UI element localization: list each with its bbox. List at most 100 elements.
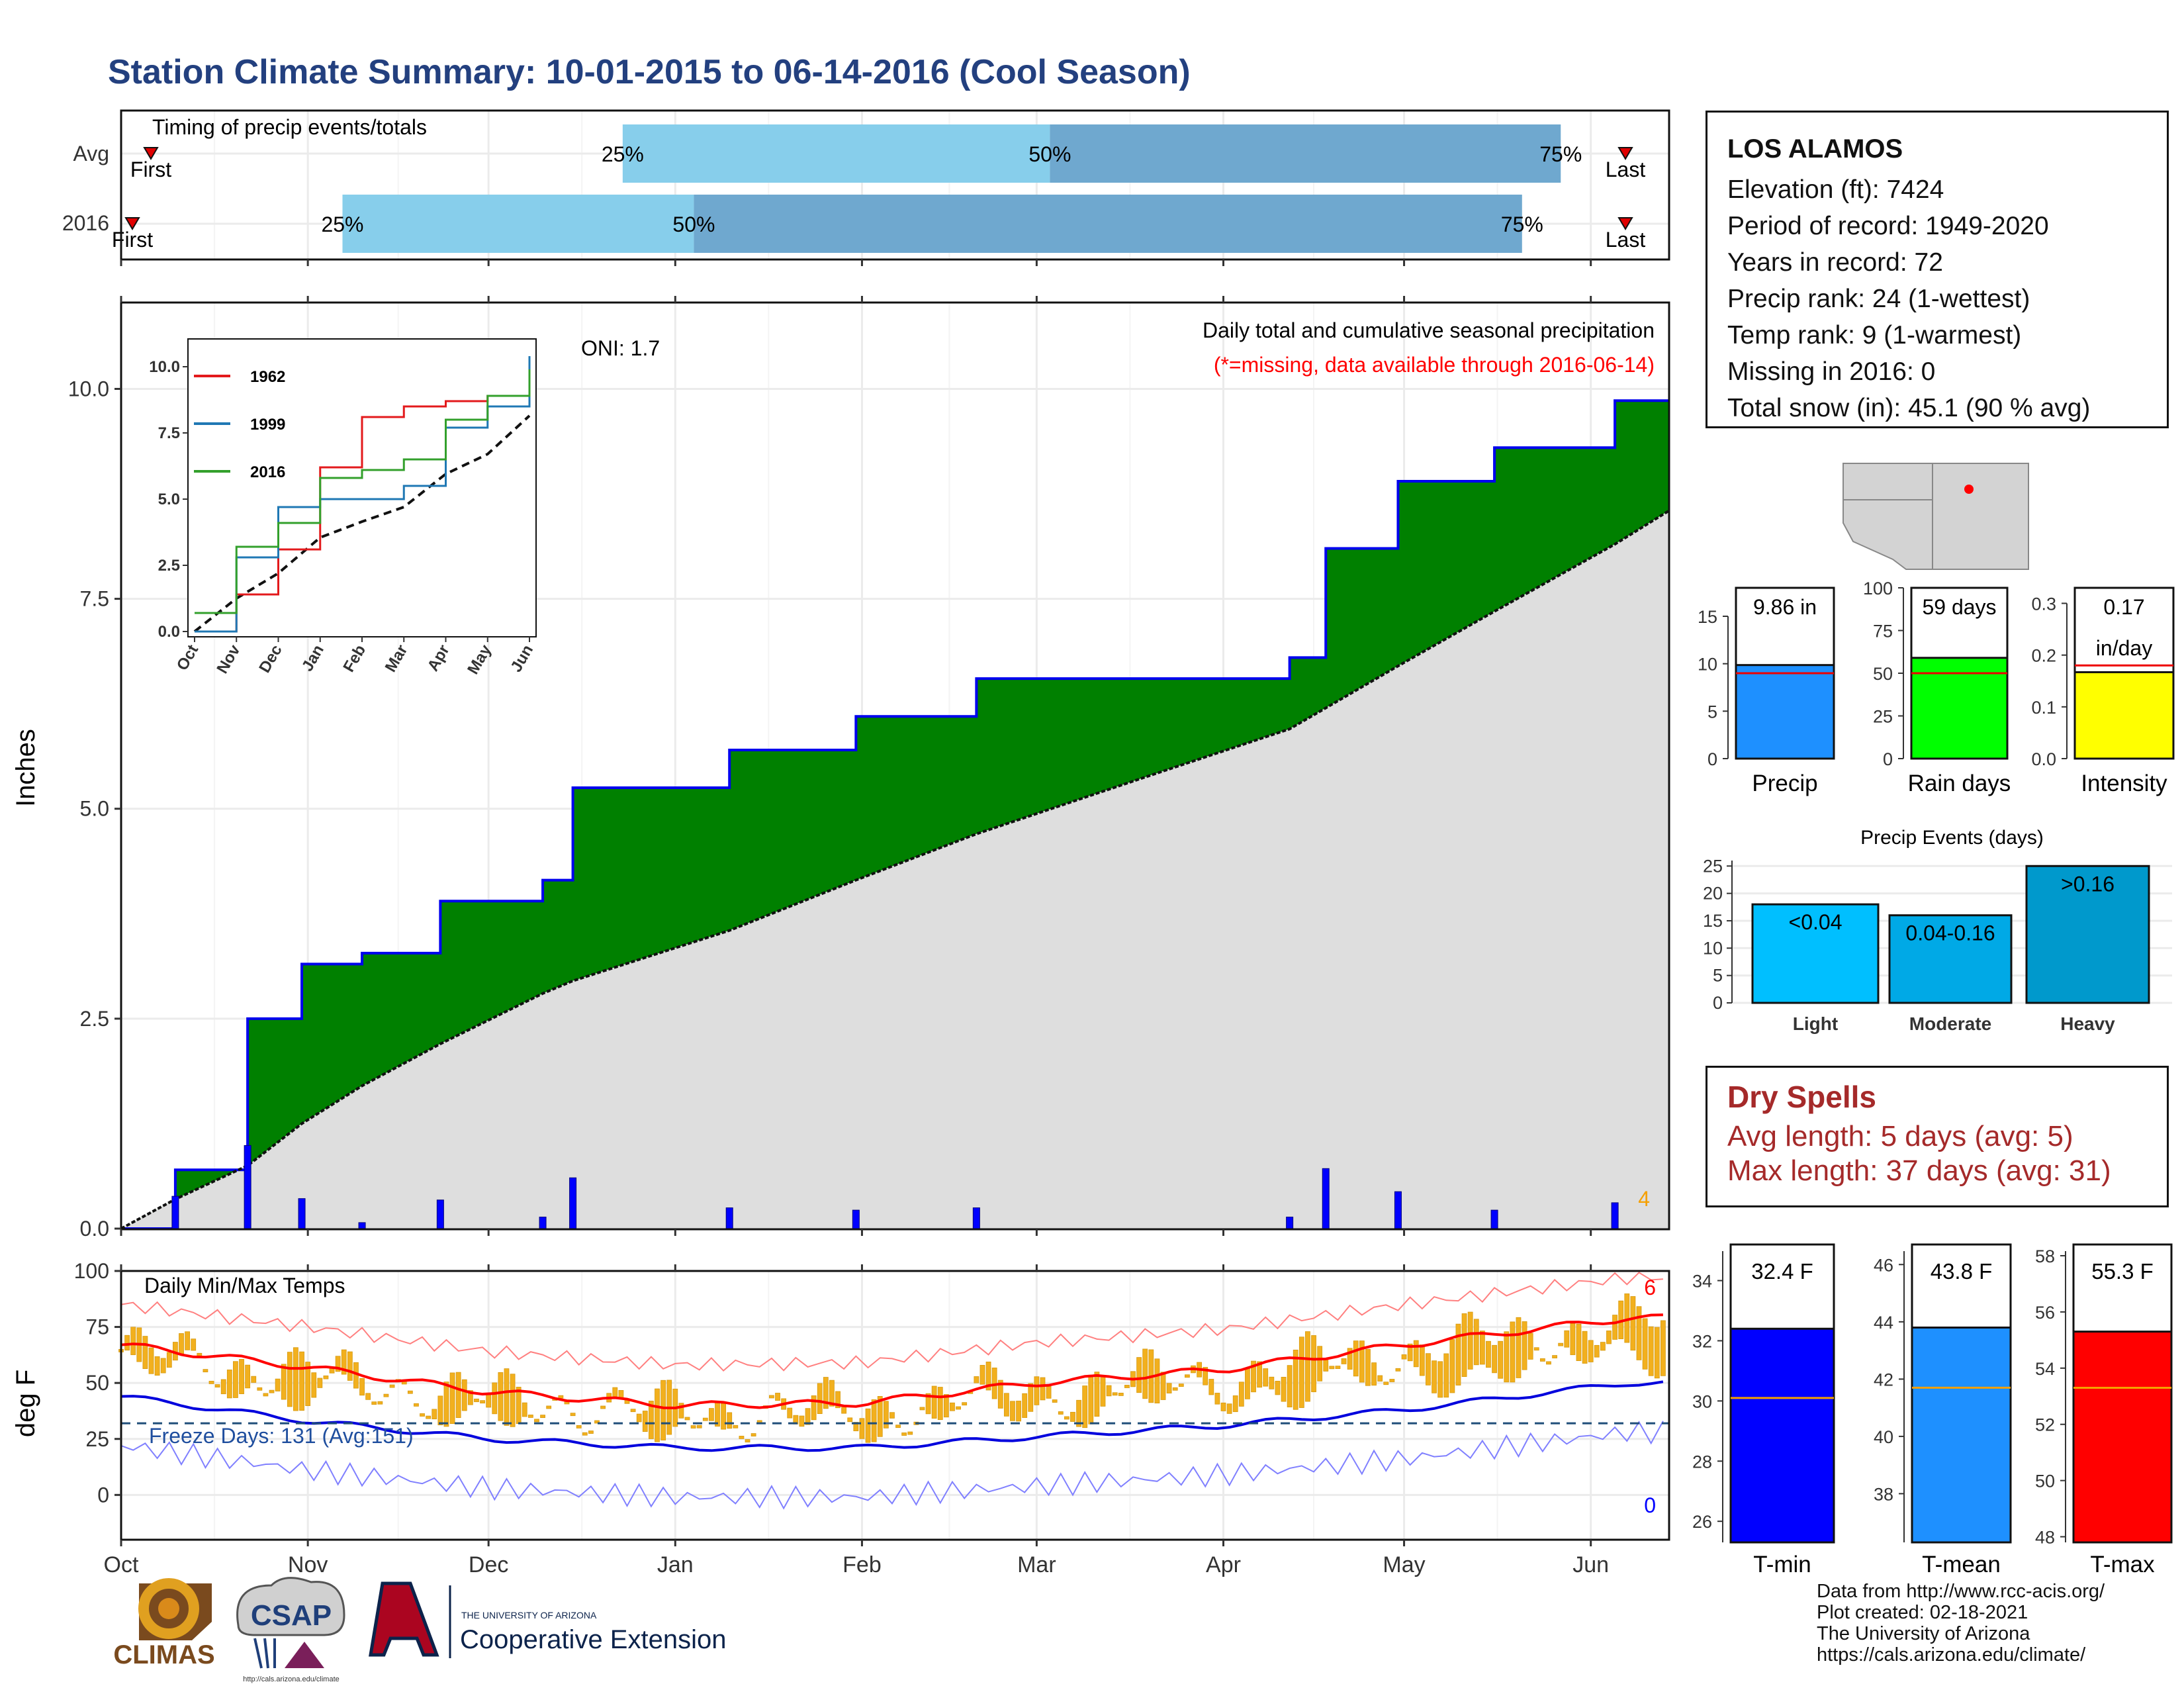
daily-temp-bar — [1106, 1385, 1112, 1397]
temp-summary-tick-label: 26 — [1692, 1512, 1712, 1532]
daily-temp-bar — [1630, 1296, 1636, 1351]
daily-temp-bar — [817, 1383, 823, 1414]
temp-tick-label: 100 — [74, 1259, 109, 1283]
daily-temp-bar — [486, 1393, 492, 1408]
inset-y-tick-label: 7.5 — [158, 424, 180, 442]
events-bar-tag: <0.04 — [1789, 910, 1843, 934]
precip-panel-title: Daily total and cumulative seasonal prec… — [1203, 318, 1655, 342]
daily-temp-bar — [1377, 1375, 1383, 1382]
daily-temp-bar — [414, 1403, 419, 1407]
daily-temp-bar — [950, 1402, 955, 1411]
daily-temp-bar — [847, 1417, 853, 1423]
daily-temp-bar — [1546, 1361, 1551, 1365]
daily-temp-bar — [775, 1393, 780, 1401]
daily-temp-bar — [185, 1331, 191, 1350]
first-event-label: First — [112, 228, 153, 252]
daily-temp-bar — [371, 1401, 377, 1405]
daily-temp-bar — [1022, 1393, 1028, 1418]
events-tick-label: 15 — [1703, 911, 1723, 931]
daily-precip-bar — [1286, 1217, 1294, 1230]
daily-temp-bar — [1016, 1401, 1021, 1422]
inset-series-2016 — [195, 369, 531, 614]
daily-temp-bar — [907, 1431, 913, 1435]
temp-summary-value: 55.3 F — [2091, 1259, 2154, 1284]
daily-temp-bar — [829, 1380, 835, 1407]
footer-notes: Data from http://www.rcc-acis.org/ Plot … — [1817, 1581, 2105, 1665]
timing-row-2016-label: 2016 — [62, 211, 109, 235]
daily-temp-bar — [805, 1408, 811, 1425]
timing-p25-label: 25% — [602, 142, 644, 166]
daily-temp-bar — [467, 1390, 473, 1405]
daily-temp-bar — [823, 1377, 829, 1409]
daily-temp-bar — [287, 1352, 293, 1407]
daily-temp-bar — [956, 1406, 961, 1410]
daily-temp-bar — [191, 1338, 197, 1351]
ua-big-text: Cooperative Extension — [460, 1625, 726, 1654]
mini-label-rain-days: Rain days — [1908, 771, 2011, 796]
daily-temp-bar — [1136, 1357, 1142, 1393]
temp-summary-tick-label: 38 — [1874, 1484, 1893, 1504]
daily-temp-bar — [1527, 1333, 1533, 1360]
mini-y-tick-label: 15 — [1698, 607, 1717, 627]
daily-temp-bar — [1401, 1354, 1407, 1360]
daily-temp-bar — [1365, 1348, 1371, 1386]
month-label-mar: Mar — [1017, 1552, 1056, 1577]
daily-temp-bar — [979, 1365, 985, 1385]
daily-temp-bar — [347, 1351, 353, 1381]
mini-value-label: 59 days — [1922, 595, 1996, 619]
first-event-marker — [124, 217, 140, 230]
precip-tick-label: 0.0 — [80, 1217, 109, 1241]
daily-temp-bar — [1492, 1344, 1497, 1374]
events-tick-label: 0 — [1713, 993, 1723, 1013]
daily-temp-bar — [588, 1430, 594, 1434]
daily-temp-bar — [516, 1387, 522, 1425]
daily-temp-bar — [269, 1389, 275, 1393]
timing-bar-q1-Avg — [622, 124, 1050, 183]
daily-temp-bar — [359, 1378, 365, 1396]
daily-temp-bar — [985, 1362, 991, 1391]
daily-temp-bar — [925, 1393, 931, 1415]
daily-precip-bar — [1322, 1168, 1330, 1230]
daily-temp-bar — [443, 1382, 449, 1427]
observed-cumulative-line — [121, 399, 1669, 1230]
precip-missing-note: (*=missing, data available through 2016-… — [1214, 353, 1655, 377]
precip-tick-label: 10.0 — [68, 377, 109, 400]
inset-y-tick-label: 10.0 — [149, 358, 180, 376]
daily-temp-bar — [600, 1405, 606, 1409]
station-elevation: Elevation (ft): 7424 — [1727, 175, 1944, 204]
mini-y-tick-label: 100 — [1863, 579, 1893, 598]
daily-temp-bar — [1498, 1340, 1504, 1379]
daily-temp-bar — [233, 1361, 238, 1398]
csap-logo-url: http://cals.arizona.edu/climate — [243, 1675, 340, 1683]
timing-bar-q2-Avg — [1050, 124, 1561, 183]
inset-y-tick-label: 0.0 — [158, 623, 180, 641]
timing-p75-label: 75% — [1501, 212, 1543, 236]
daily-temp-bar — [1185, 1374, 1190, 1378]
timing-p75-label: 75% — [1539, 142, 1582, 166]
precip-tick-label: 7.5 — [80, 587, 109, 611]
daily-temp-bar — [769, 1395, 774, 1399]
daily-temp-bar — [437, 1395, 443, 1426]
daily-temp-bar — [1389, 1379, 1395, 1382]
events-title: Precip Events (days) — [1860, 827, 2044, 849]
daily-temp-bar — [504, 1368, 510, 1426]
daily-temp-bar — [1287, 1365, 1293, 1407]
daily-precip-bar — [1611, 1202, 1619, 1230]
daily-temp-bar — [1003, 1393, 1009, 1417]
timing-p25-label: 25% — [321, 212, 363, 236]
daily-temp-bar — [1426, 1353, 1431, 1385]
daily-precip-bar — [298, 1198, 306, 1230]
events-bar-tag: 0.04-0.16 — [1905, 921, 1995, 945]
mini-y-tick-label: 5 — [1707, 702, 1717, 722]
mini-y-tick-label: 0.2 — [2031, 646, 2056, 666]
temp-summary-bar-t-min — [1729, 1327, 1835, 1544]
timing-p50-label: 50% — [672, 212, 715, 236]
daily-temp-bar — [937, 1387, 943, 1421]
daily-temp-bar — [492, 1382, 498, 1415]
daily-temp-bar — [1034, 1376, 1040, 1405]
station-info-box: LOS ALAMOS Elevation (ft): 7424 Period o… — [1706, 111, 2169, 428]
daily-temp-bar — [1028, 1383, 1034, 1412]
temp-summary-tick-label: 34 — [1692, 1272, 1712, 1291]
mini-value-label: 0.17 — [2103, 595, 2144, 619]
